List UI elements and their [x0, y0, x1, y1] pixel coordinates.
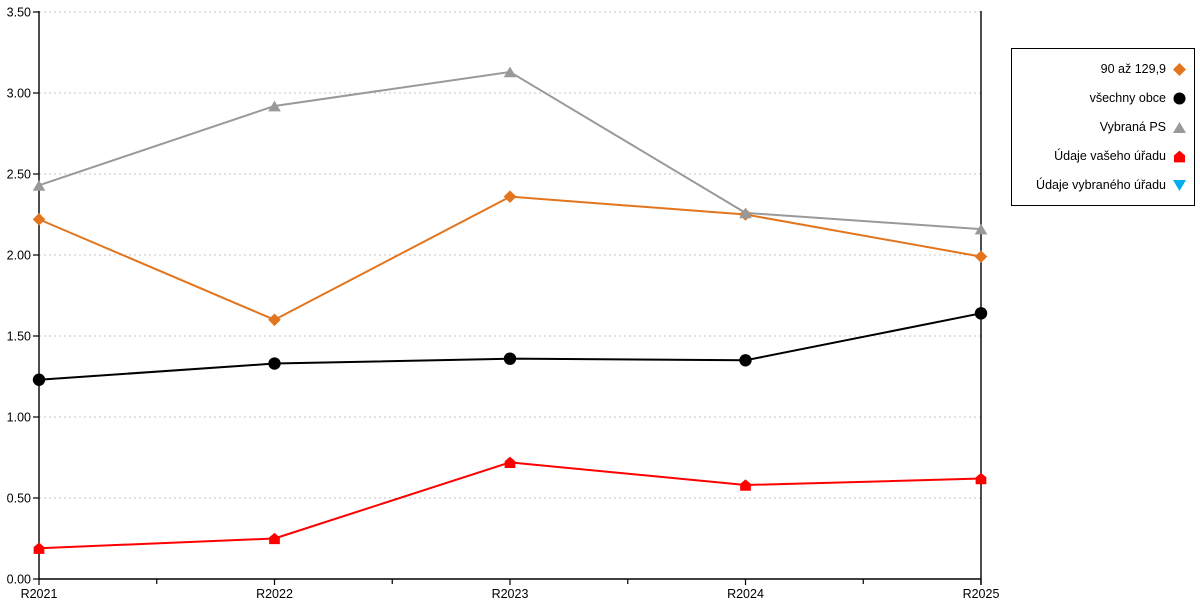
- data-point: [32, 213, 46, 226]
- x-tick-label: R2024: [727, 587, 764, 600]
- data-point: [504, 456, 516, 469]
- data-point: [32, 179, 46, 191]
- data-point: [268, 100, 281, 112]
- data-point: [974, 307, 988, 320]
- y-tick-label: 1.00: [7, 411, 31, 425]
- data-point: [739, 354, 752, 367]
- y-tick-label: 0.00: [7, 573, 31, 587]
- legend-label: všechny obce: [1089, 91, 1166, 105]
- triangle-up-marker-icon: [1173, 121, 1186, 133]
- x-tick-label: R2022: [256, 587, 293, 600]
- y-tick-label: 0.50: [7, 492, 31, 506]
- diamond-marker-icon: [1173, 62, 1186, 76]
- legend-item: 90 až 129,9: [1016, 55, 1187, 84]
- legend-item: Údaje vašeho úřadu: [1016, 142, 1187, 171]
- series-line: [38, 461, 982, 550]
- series-line: [38, 70, 982, 231]
- y-tick-label: 3.50: [7, 6, 31, 20]
- legend-item: všechny obce: [1016, 84, 1187, 113]
- data-point: [268, 357, 281, 370]
- legend-label: Vybraná PS: [1099, 120, 1166, 134]
- legend-item: Údaje vybraného úřadu: [1016, 171, 1187, 200]
- data-point: [974, 250, 988, 263]
- series-line: [38, 195, 982, 321]
- triangle-down-marker-icon: [1173, 179, 1186, 191]
- data-point: [974, 223, 988, 235]
- legend-label: 90 až 129,9: [1100, 62, 1166, 76]
- data-point: [503, 190, 517, 203]
- series-line: [38, 312, 982, 381]
- circle-marker-icon: [1173, 92, 1186, 104]
- y-tick-label: 3.00: [7, 87, 31, 101]
- legend-item: Vybraná PS: [1016, 113, 1187, 142]
- chart-legend: 90 až 129,9 všechny obce Vybraná PS Údaje v…: [1011, 48, 1195, 206]
- data-point: [503, 66, 517, 78]
- data-point: [975, 472, 987, 485]
- y-tick-label: 2.00: [7, 249, 31, 263]
- y-tick-label: 1.50: [7, 330, 31, 344]
- data-point: [503, 352, 517, 365]
- data-point: [33, 542, 45, 554]
- x-tick-label: R2025: [963, 587, 1000, 600]
- legend-label: Údaje vašeho úřadu: [1054, 149, 1166, 163]
- data-point: [740, 479, 751, 491]
- data-point: [32, 373, 46, 386]
- y-tick-label: 2.50: [7, 168, 31, 182]
- pentagon-marker-icon: [1173, 150, 1186, 162]
- legend-label: Údaje vybraného úřadu: [1036, 178, 1166, 192]
- data-point: [269, 532, 280, 545]
- data-point: [268, 313, 281, 327]
- x-tick-label: R2023: [492, 587, 529, 600]
- x-tick-label: R2021: [21, 587, 58, 600]
- data-point: [739, 207, 752, 219]
